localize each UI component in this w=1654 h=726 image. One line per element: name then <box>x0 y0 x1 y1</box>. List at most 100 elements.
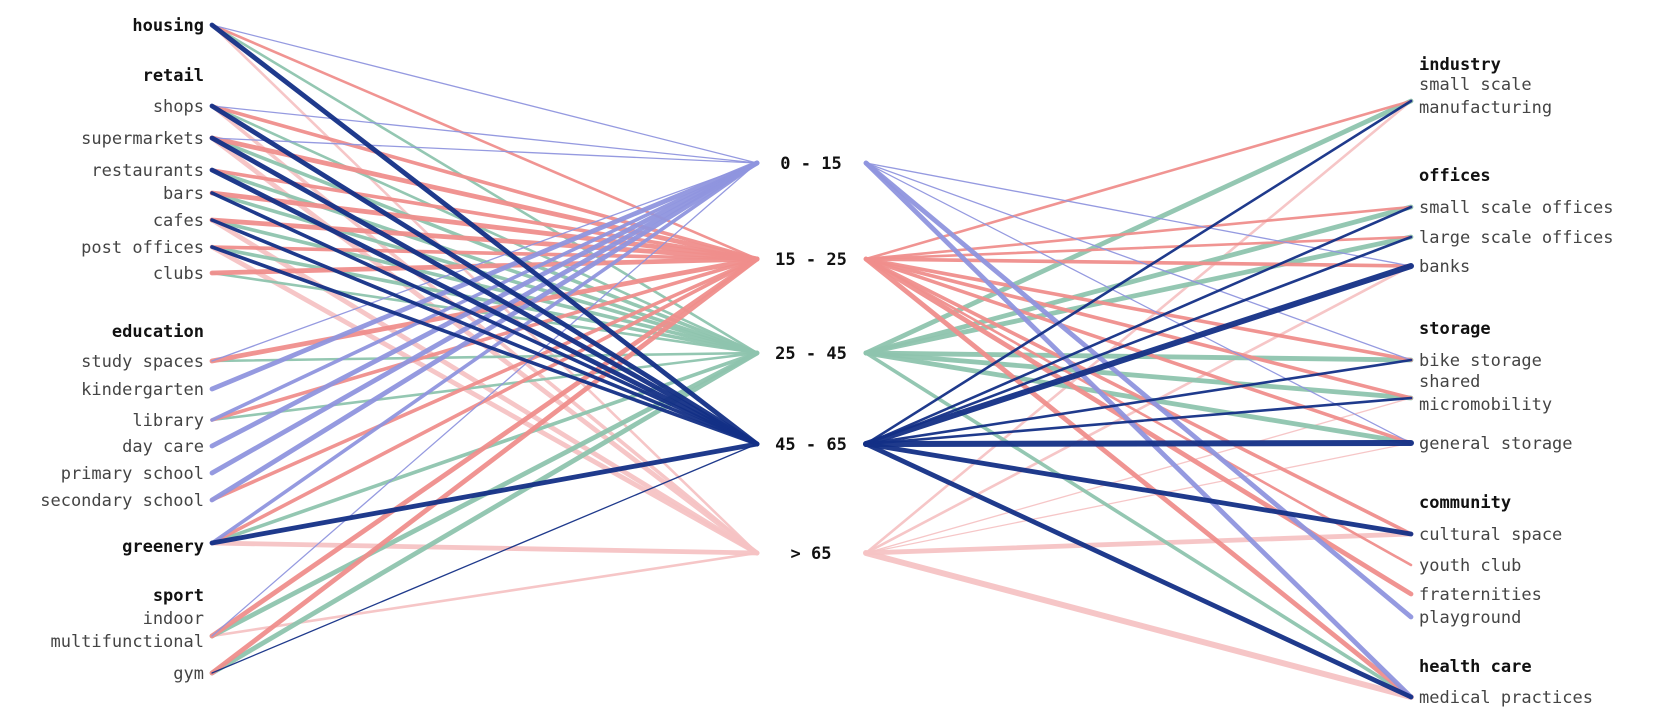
left-item-cafes: cafes <box>153 211 204 231</box>
link-supermarkets-to-15-25 <box>209 135 760 262</box>
left-category-sport: sport <box>153 586 204 606</box>
left-item-gym: gym <box>173 664 204 684</box>
right-item-cultural-space: cultural space <box>1419 525 1562 545</box>
left-item-kindergarten: kindergarten <box>81 380 204 400</box>
link-greenery-to-15-25 <box>210 257 759 545</box>
link-45-65-to-small-scale-manufacturing <box>864 99 1413 446</box>
link-45-65-to-shared-micromobility <box>864 396 1413 446</box>
right-item-small-scale-manufacturing: small scale manufacturing <box>1419 75 1552 118</box>
left-item-restaurants: restaurants <box>91 161 204 181</box>
link-45-65-to-medical-practices <box>863 441 1414 700</box>
right-item-small-scale-offices: small scale offices <box>1419 198 1613 218</box>
link-15-25-to-youth-club <box>864 257 1413 567</box>
link-cafes-to-45-65 <box>210 218 759 446</box>
left-item-library: library <box>132 411 204 431</box>
links-layer <box>209 22 1414 700</box>
link-greenery-to-0-15 <box>210 161 759 545</box>
link-supermarkets-to-45-65 <box>209 135 760 447</box>
left-item-indoor-multifunctional: indoor multifunctional <box>50 609 204 652</box>
link-library-to-25-45 <box>210 351 759 422</box>
left-item-shops: shops <box>153 97 204 117</box>
link-restaurants-to-15-25 <box>210 168 759 261</box>
link-study-spaces-to-0-15 <box>211 162 758 362</box>
right-item-banks: banks <box>1419 257 1470 277</box>
link-25-45-to-small-scale-offices <box>863 204 1414 356</box>
link-supermarkets-to-25-45 <box>210 136 759 355</box>
link-45-65-to-bike-storage <box>864 358 1413 446</box>
right-category-industry: industry <box>1419 55 1501 75</box>
link-shops-to-25-45 <box>210 104 759 355</box>
link-study-spaces-to-25-45 <box>210 351 759 363</box>
link-study-spaces-to-15-25 <box>209 256 760 364</box>
link-restaurants-to-45-65 <box>209 167 760 447</box>
left-item-secondary-school: secondary school <box>40 491 204 511</box>
link-45-65-to-large-scale-offices <box>864 235 1413 446</box>
link-gym-to-45-65 <box>211 443 758 674</box>
right-category-offices: offices <box>1419 166 1491 186</box>
link-15-25-to-medical-practices <box>863 256 1414 700</box>
link-bars-to-15-25 <box>209 190 760 262</box>
left-item-clubs: clubs <box>153 264 204 284</box>
link-shops-to-15-25 <box>210 104 759 261</box>
link-shops-to-0-15 <box>211 105 758 164</box>
link-15-25-to-bike-storage <box>864 257 1413 362</box>
age-group-over-65: > 65 <box>791 544 832 564</box>
link-clubs-to-25-45 <box>210 271 759 355</box>
left-item-post-offices: post offices <box>81 238 204 258</box>
link-0-15-to-medical-practices <box>863 160 1414 700</box>
left-category-education: education <box>112 322 204 342</box>
link-45-65-to-general-storage <box>863 440 1414 447</box>
left-item-primary-school: primary school <box>61 464 204 484</box>
right-item-large-scale-offices: large scale offices <box>1419 228 1613 248</box>
link-secondary-school-to-15-25 <box>210 257 759 502</box>
link-over-65-to-banks <box>864 264 1413 555</box>
link-15-25-to-fraternities <box>863 256 1414 597</box>
age-group-15-25: 15 - 25 <box>775 250 847 270</box>
right-category-health-care: health care <box>1419 657 1532 677</box>
link-greenery-to-over-65 <box>209 540 760 556</box>
left-category-greenery: greenery <box>122 537 204 557</box>
link-45-65-to-cultural-space <box>863 441 1414 537</box>
link-indoor-multifunctional-to-0-15 <box>211 162 758 637</box>
right-item-playground: playground <box>1419 608 1521 628</box>
left-item-bars: bars <box>163 184 204 204</box>
link-15-25-to-general-storage <box>864 257 1413 445</box>
link-indoor-multifunctional-to-15-25 <box>209 256 760 639</box>
link-cafes-to-15-25 <box>209 217 760 262</box>
link-post-offices-to-45-65 <box>210 245 759 446</box>
link-greenery-to-45-65 <box>209 441 760 546</box>
age-group-25-45: 25 - 45 <box>775 344 847 364</box>
link-25-45-to-shared-micromobility <box>863 350 1414 401</box>
left-category-housing: housing <box>132 16 204 36</box>
left-item-supermarkets: supermarkets <box>81 129 204 149</box>
link-shops-to-45-65 <box>209 103 760 447</box>
link-library-to-15-25 <box>210 257 759 422</box>
left-item-study-spaces: study spaces <box>81 352 204 372</box>
link-supermarkets-to-0-15 <box>211 137 758 164</box>
left-category-retail: retail <box>143 66 204 86</box>
link-over-65-to-general-storage <box>865 442 1412 554</box>
link-45-65-to-banks <box>863 263 1414 447</box>
link-0-15-to-bike-storage <box>865 162 1412 361</box>
link-15-25-to-cultural-space <box>864 257 1413 536</box>
link-post-offices-to-25-45 <box>210 245 759 355</box>
link-0-15-to-banks <box>865 162 1412 267</box>
labels-layer: housing retail shops supermarkets restaurant… <box>40 16 1613 708</box>
link-0-15-to-playground <box>863 160 1414 620</box>
age-group-0-15: 0 - 15 <box>780 154 841 174</box>
left-item-day-care: day care <box>122 437 204 457</box>
right-category-community: community <box>1419 493 1511 513</box>
link-housing-to-0-15 <box>211 24 758 164</box>
age-group-45-65: 45 - 65 <box>775 435 847 455</box>
link-bars-to-45-65 <box>210 191 759 446</box>
link-housing-to-45-65 <box>209 22 760 447</box>
right-category-storage: storage <box>1419 319 1491 339</box>
link-post-offices-to-15-25 <box>210 245 759 261</box>
right-item-bike-storage: bike storage <box>1419 351 1542 371</box>
link-15-25-to-small-scale-manufacturing <box>864 99 1413 261</box>
right-item-youth-club: youth club <box>1419 556 1521 576</box>
link-45-65-to-small-scale-offices <box>864 205 1413 446</box>
link-gym-to-15-25 <box>209 256 760 676</box>
link-0-15-to-general-storage <box>865 162 1412 444</box>
